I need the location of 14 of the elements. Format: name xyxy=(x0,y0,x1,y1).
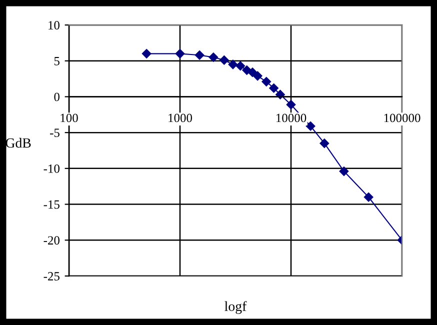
x-tick-label: 1000 xyxy=(168,114,192,122)
y-tick-label: -25 xyxy=(44,272,60,280)
y-tick-label: -5 xyxy=(50,128,60,138)
y-tick-label: -20 xyxy=(44,236,60,245)
y-tick-label: -10 xyxy=(44,164,60,173)
y-axis-title: GdB xyxy=(6,138,31,148)
y-tick-label: 0 xyxy=(54,92,60,102)
x-tick-label: 100 xyxy=(60,114,78,122)
y-tick-label: -15 xyxy=(44,200,60,209)
y-tick-label: 5 xyxy=(54,57,60,66)
x-tick-label: 100000 xyxy=(384,114,420,122)
x-axis-title: logf xyxy=(224,301,247,314)
y-tick-label: 10 xyxy=(48,21,60,30)
x-tick-label: 10000 xyxy=(276,114,306,122)
